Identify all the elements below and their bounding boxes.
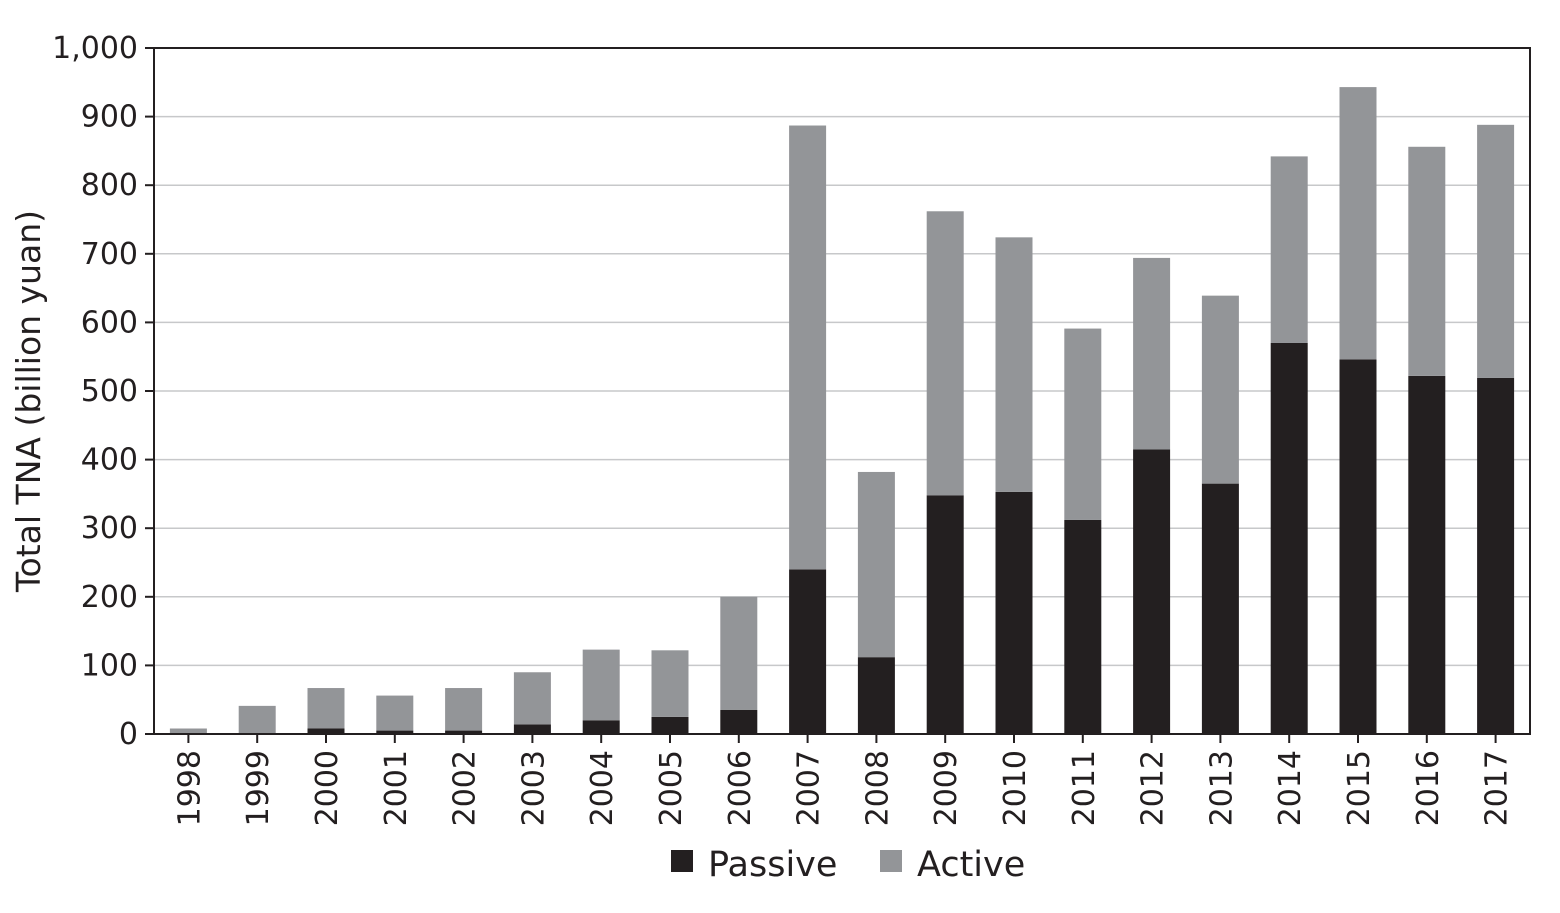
x-tick-label: 1998 bbox=[172, 750, 207, 826]
x-tick-label: 2007 bbox=[792, 750, 827, 826]
bar-active-2004 bbox=[582, 649, 620, 721]
y-tick-label: 400 bbox=[81, 443, 138, 478]
x-tick-label: 2005 bbox=[654, 750, 689, 826]
bar-active-2009 bbox=[926, 211, 964, 496]
bar-active-2005 bbox=[651, 650, 689, 717]
y-axis: 0 100 200 300 400 500 600 700 800 900 1,000 bbox=[52, 31, 154, 752]
bar-passive-2008 bbox=[857, 657, 895, 734]
bar-passive-2013 bbox=[1201, 483, 1239, 734]
x-tick-label: 2001 bbox=[379, 750, 414, 826]
x-tick-label: 2004 bbox=[585, 750, 620, 826]
legend-swatch-active bbox=[880, 850, 902, 872]
legend-label-active: Active bbox=[917, 845, 1025, 885]
bar-active-2007 bbox=[789, 125, 827, 570]
bar-passive-2004 bbox=[582, 720, 620, 734]
y-tick-label: 600 bbox=[81, 305, 138, 340]
y-tick-label: 0 bbox=[119, 717, 138, 752]
x-tick-label: 1999 bbox=[241, 750, 276, 826]
bar-active-2014 bbox=[1270, 156, 1308, 343]
y-tick-label: 1,000 bbox=[52, 31, 138, 66]
bar-passive-2014 bbox=[1270, 342, 1308, 734]
bar-active-2010 bbox=[995, 237, 1033, 492]
bar-passive-2002 bbox=[445, 730, 483, 734]
y-tick-label: 900 bbox=[81, 100, 138, 135]
x-tick-label: 2003 bbox=[516, 750, 551, 826]
bar-active-2008 bbox=[857, 471, 895, 658]
bar-passive-2010 bbox=[995, 491, 1033, 734]
y-tick-label: 200 bbox=[81, 580, 138, 615]
bar-passive-2017 bbox=[1477, 377, 1515, 734]
bar-passive-2003 bbox=[513, 724, 551, 734]
x-tick-label: 2017 bbox=[1480, 750, 1515, 826]
x-tick-label: 2000 bbox=[310, 750, 345, 826]
y-tick-label: 700 bbox=[81, 237, 138, 272]
bar-active-2002 bbox=[445, 688, 483, 731]
x-tick-label: 2009 bbox=[929, 750, 964, 826]
bar-passive-2015 bbox=[1339, 359, 1377, 734]
x-tick-label: 2008 bbox=[860, 750, 895, 826]
x-tick-label: 2014 bbox=[1273, 750, 1308, 826]
x-tick-label: 2016 bbox=[1411, 750, 1446, 826]
x-tick-label: 2015 bbox=[1342, 750, 1377, 826]
y-tick-label: 800 bbox=[81, 168, 138, 203]
bar-active-2003 bbox=[513, 672, 551, 725]
bar-active-2017 bbox=[1477, 124, 1515, 378]
bar-active-2001 bbox=[376, 695, 414, 731]
x-tick-label: 2012 bbox=[1136, 750, 1171, 826]
bar-active-2013 bbox=[1201, 295, 1239, 484]
legend-swatch-passive bbox=[671, 850, 693, 872]
bar-active-2015 bbox=[1339, 87, 1377, 360]
bar-passive-2009 bbox=[926, 495, 964, 734]
x-axis: 1998 1999 2000 2001 2002 2003 2004 2005 2006 2007… bbox=[172, 734, 1515, 826]
x-tick-label: 2002 bbox=[448, 750, 483, 826]
bar-passive-2011 bbox=[1064, 519, 1102, 734]
y-axis-title: Total TNA (billion yuan) bbox=[9, 210, 48, 593]
bar-passive-2001 bbox=[376, 730, 414, 734]
bars bbox=[169, 87, 1515, 734]
y-tick-label: 500 bbox=[81, 374, 138, 409]
legend: Passive Active bbox=[671, 845, 1025, 885]
bar-active-2016 bbox=[1408, 146, 1446, 376]
gridlines bbox=[154, 115, 1530, 667]
bar-active-2006 bbox=[720, 596, 758, 710]
bar-active-1999 bbox=[238, 705, 276, 734]
bar-active-2011 bbox=[1064, 328, 1102, 520]
x-tick-label: 2006 bbox=[723, 750, 758, 826]
x-tick-label: 2011 bbox=[1067, 750, 1102, 826]
bar-passive-2016 bbox=[1408, 375, 1446, 734]
bar-passive-2007 bbox=[789, 569, 827, 734]
bar-active-2000 bbox=[307, 688, 345, 729]
y-tick-label: 300 bbox=[81, 511, 138, 546]
bar-passive-2012 bbox=[1133, 449, 1171, 734]
y-tick-label: 100 bbox=[81, 648, 138, 683]
bar-active-2012 bbox=[1133, 257, 1171, 450]
x-tick-label: 2013 bbox=[1204, 750, 1239, 826]
bar-passive-2005 bbox=[651, 716, 689, 734]
bar-passive-2006 bbox=[720, 709, 758, 734]
x-tick-label: 2010 bbox=[998, 750, 1033, 826]
bar-passive-2000 bbox=[307, 728, 345, 734]
legend-label-passive: Passive bbox=[708, 845, 837, 885]
bar-active-1998 bbox=[169, 728, 207, 734]
